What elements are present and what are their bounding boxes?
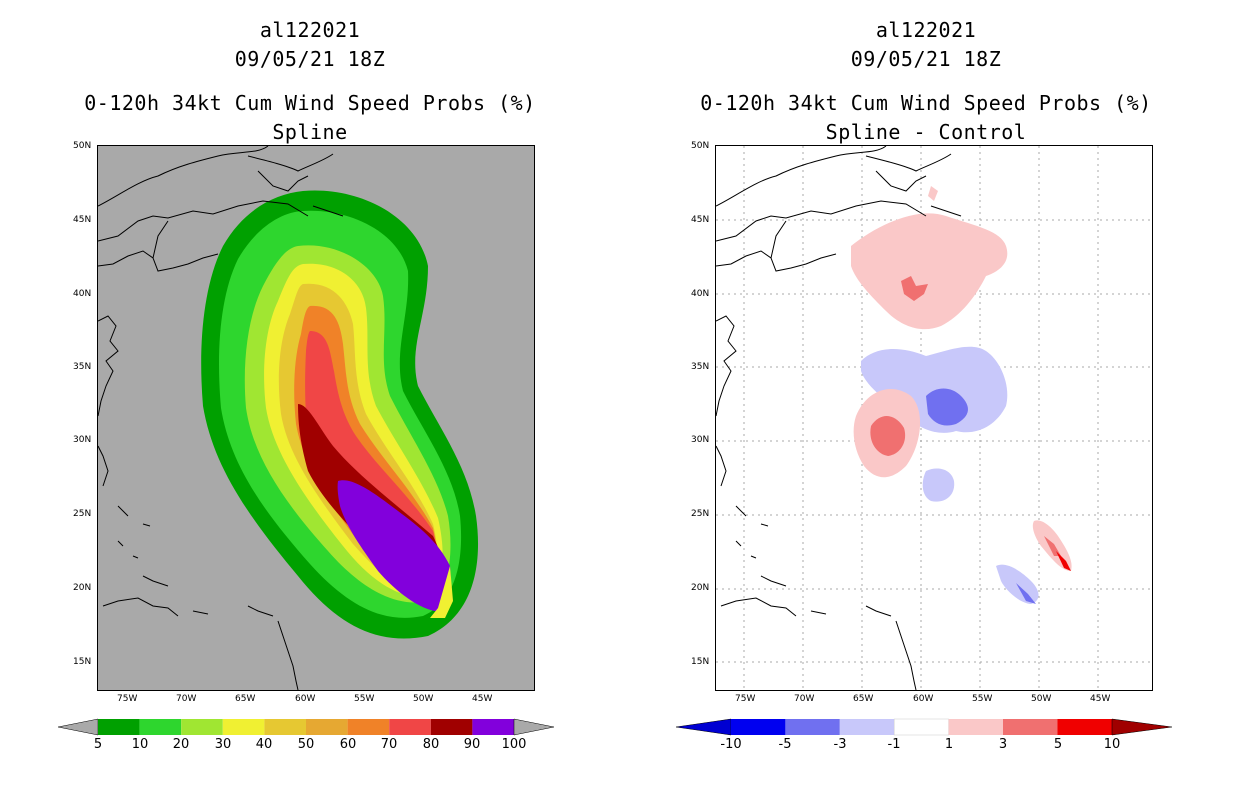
colorbar-swatch	[181, 719, 223, 735]
colorbar-under-arrow	[676, 718, 732, 736]
lon-tick: 50W	[1031, 694, 1052, 704]
lon-tick: 75W	[117, 694, 138, 704]
lon-tick: 65W	[235, 694, 256, 704]
lon-tick: 55W	[972, 694, 993, 704]
right-storm-id: al122021	[875, 18, 977, 42]
lat-tick: 40N	[73, 289, 92, 299]
lon-tick: 50W	[413, 694, 434, 704]
colorbar-label: -1	[887, 737, 901, 752]
left-product-title: 0-120h 34kt Cum Wind Speed Probs (%)	[84, 91, 536, 115]
lat-tick: 25N	[73, 509, 92, 519]
colorbar-label: 10	[131, 737, 149, 752]
right-product-title: 0-120h 34kt Cum Wind Speed Probs (%)	[700, 91, 1152, 115]
colorbar-swatch	[139, 719, 182, 735]
lat-tick: 45N	[691, 215, 710, 225]
right-difference-map	[715, 145, 1153, 691]
colorbar-label: 60	[339, 737, 357, 752]
colorbar-label: 20	[172, 737, 190, 752]
colorbar-label: 50	[297, 737, 315, 752]
left-probability-map	[97, 145, 535, 691]
colorbar-over-arrow	[513, 718, 554, 736]
lon-tick: 55W	[354, 694, 375, 704]
lat-tick: 45N	[73, 215, 92, 225]
colorbar-label: 5	[93, 737, 103, 752]
lat-tick: 15N	[73, 657, 92, 667]
lon-tick: 75W	[735, 694, 756, 704]
lat-tick: 50N	[691, 141, 710, 151]
right-subtitle: Spline - Control	[825, 120, 1027, 144]
lat-tick: 15N	[691, 657, 710, 667]
colorbar-label: 30	[214, 737, 232, 752]
colorbar-swatch	[1003, 719, 1058, 735]
colorbar-over-arrow	[1111, 718, 1172, 736]
colorbar-swatch	[731, 719, 786, 735]
difference-contours	[851, 186, 1072, 604]
left-colorbar	[58, 718, 554, 736]
colorbar-label: 90	[463, 737, 481, 752]
left-subtitle: Spline	[272, 120, 348, 144]
lat-tick: 35N	[691, 362, 710, 372]
colorbar-label: 1	[944, 737, 954, 752]
colorbar-swatch	[1057, 719, 1112, 735]
lon-tick: 70W	[794, 694, 815, 704]
lon-tick: 70W	[176, 694, 197, 704]
colorbar-swatch	[264, 719, 306, 735]
lon-tick: 45W	[1090, 694, 1111, 704]
lat-tick: 40N	[691, 289, 710, 299]
coastlines	[716, 146, 962, 690]
lat-tick: 35N	[73, 362, 92, 372]
colorbar-label: 3	[998, 737, 1008, 752]
lat-tick: 30N	[691, 435, 710, 445]
colorbar-swatch	[306, 719, 348, 735]
colorbar-swatch	[98, 719, 140, 735]
colorbar-label: 5	[1053, 737, 1063, 752]
colorbar-swatch	[430, 719, 473, 735]
lat-tick: 50N	[73, 141, 92, 151]
left-storm-id: al122021	[259, 18, 361, 42]
right-colorbar	[676, 718, 1172, 736]
colorbar-label: 40	[255, 737, 273, 752]
right-datetime: 09/05/21 18Z	[850, 47, 1002, 71]
colorbar-swatch	[472, 719, 514, 735]
colorbar-swatch	[347, 719, 390, 735]
colorbar-label: -10	[720, 737, 742, 752]
lat-tick: 20N	[73, 583, 92, 593]
lat-tick: 20N	[691, 583, 710, 593]
colorbar-label: -3	[833, 737, 847, 752]
colorbar-under-arrow	[58, 718, 99, 736]
coastlines	[98, 146, 344, 690]
lat-tick: 30N	[73, 435, 92, 445]
colorbar-swatch	[389, 719, 431, 735]
colorbar-label: 80	[422, 737, 440, 752]
probability-contours	[201, 190, 479, 639]
lon-tick: 65W	[853, 694, 874, 704]
lon-tick: 60W	[295, 694, 316, 704]
colorbar-swatch	[785, 719, 840, 735]
colorbar-label: -5	[778, 737, 792, 752]
lon-tick: 60W	[913, 694, 934, 704]
colorbar-swatch	[839, 719, 895, 735]
colorbar-swatch	[893, 718, 949, 736]
colorbar-label: 70	[380, 737, 398, 752]
colorbar-swatch	[222, 719, 265, 735]
colorbar-label: 10	[1103, 737, 1121, 752]
left-datetime: 09/05/21 18Z	[234, 47, 386, 71]
lon-tick: 45W	[472, 694, 493, 704]
colorbar-swatch	[948, 719, 1003, 735]
colorbar-label: 100	[501, 737, 527, 752]
lat-tick: 25N	[691, 509, 710, 519]
